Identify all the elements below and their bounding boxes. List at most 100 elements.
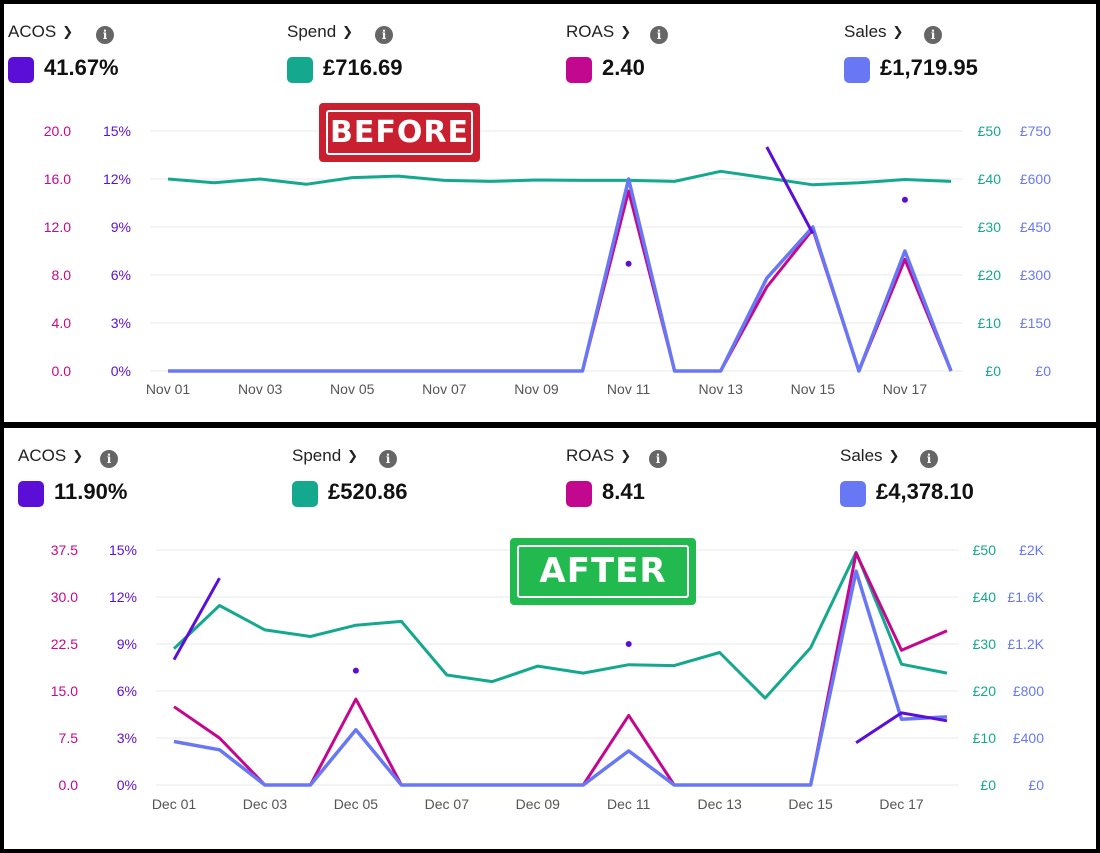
x-axis-tick-label: Dec 11	[607, 796, 651, 812]
chevron-down-icon[interactable]: ❯	[62, 24, 74, 39]
chevron-down-icon[interactable]: ❯	[620, 448, 632, 463]
metric-value-sales: £4,378.10	[876, 479, 974, 504]
sales-color-swatch[interactable]	[840, 481, 866, 507]
spend-axis-tick-label: £40	[973, 589, 997, 605]
roas-series-line	[168, 189, 953, 373]
roas-axis-tick-label: 7.5	[59, 730, 79, 746]
info-icon[interactable]: i	[100, 450, 118, 468]
sales-axis-tick-label: £150	[1020, 315, 1051, 331]
metric-label-spend[interactable]: Spend ❯	[287, 22, 354, 41]
info-icon[interactable]: i	[96, 26, 114, 44]
metric-label-roas[interactable]: ROAS ❯	[566, 446, 632, 465]
acos-color-swatch[interactable]	[18, 481, 44, 507]
x-axis-tick-label: Nov 01	[146, 381, 191, 397]
sales-axis-tick-label: £800	[1013, 683, 1044, 699]
x-axis-tick-label: Dec 05	[334, 796, 379, 812]
acos-axis-tick-label: 12%	[103, 171, 131, 187]
metric-label-acos[interactable]: ACOS ❯	[18, 446, 84, 465]
acos-color-swatch[interactable]	[8, 57, 34, 83]
roas-axis-tick-label: 8.0	[52, 267, 72, 283]
info-icon[interactable]: i	[924, 26, 942, 44]
sales-color-swatch[interactable]	[844, 57, 870, 83]
roas-axis-tick-label: 37.5	[51, 542, 78, 558]
metric-value-sales: £1,719.95	[880, 55, 978, 80]
acos-data-point	[625, 641, 632, 647]
spend-axis-tick-label: £20	[973, 683, 997, 699]
acos-series-line	[172, 577, 221, 661]
before-stamp: BEFORE	[319, 103, 480, 162]
chevron-down-icon[interactable]: ❯	[620, 24, 632, 39]
spend-color-swatch[interactable]	[292, 481, 318, 507]
roas-color-swatch[interactable]	[566, 481, 592, 507]
x-axis-tick-label: Nov 07	[422, 381, 467, 397]
chevron-down-icon[interactable]: ❯	[347, 448, 359, 463]
spend-axis-tick-label: £30	[973, 636, 997, 652]
chevron-down-icon[interactable]: ❯	[342, 24, 354, 39]
chevron-down-icon[interactable]: ❯	[72, 448, 84, 463]
sales-axis-tick-label: £450	[1020, 219, 1051, 235]
sales-axis-tick-label: £400	[1013, 730, 1044, 746]
roas-axis-tick-label: 16.0	[44, 171, 71, 187]
x-axis-tick-label: Dec 15	[788, 796, 833, 812]
x-axis-tick-label: Dec 17	[879, 796, 924, 812]
roas-axis-tick-label: 12.0	[44, 219, 71, 235]
info-icon[interactable]: i	[379, 450, 397, 468]
chevron-down-icon[interactable]: ❯	[888, 448, 900, 463]
chevron-down-icon[interactable]: ❯	[892, 24, 904, 39]
spend-series-line	[167, 169, 952, 187]
sales-axis-tick-label: £1.2K	[1007, 636, 1044, 652]
roas-axis-tick-label: 22.5	[51, 636, 78, 652]
metric-label-sales[interactable]: Sales ❯	[840, 446, 900, 465]
x-axis-tick-label: Nov 03	[238, 381, 283, 397]
acos-axis-tick-label: 6%	[117, 683, 137, 699]
metric-value-roas: 2.40	[602, 55, 645, 80]
roas-axis-tick-label: 30.0	[51, 589, 78, 605]
sales-axis-tick-label: £300	[1020, 267, 1051, 283]
sales-series-line	[173, 569, 948, 787]
spend-axis-tick-label: £20	[978, 267, 1002, 283]
metric-value-spend: £520.86	[328, 479, 408, 504]
acos-axis-tick-label: 15%	[109, 542, 137, 558]
metric-label-spend[interactable]: Spend ❯	[292, 446, 359, 465]
before-chart: 20.0 16.0 12.0 8.0 4.0 0.0 15% 12% 9% 6% 3% 0% £50 £4…	[44, 123, 1051, 397]
spend-axis-tick-label: £10	[978, 315, 1002, 331]
metric-label-sales[interactable]: Sales ❯	[844, 22, 904, 41]
after-stamp: AFTER	[510, 538, 696, 605]
metric-value-acos: 41.67%	[44, 55, 119, 80]
x-axis-tick-label: Dec 07	[425, 796, 470, 812]
acos-axis-tick-label: 9%	[111, 219, 131, 235]
after-chart: 37.5 30.0 22.5 15.0 7.5 0.0 15% 12% 9% 6% 3% 0% £50 £…	[51, 542, 1045, 812]
info-icon[interactable]: i	[375, 26, 393, 44]
acos-axis-tick-label: 6%	[111, 267, 131, 283]
spend-axis-tick-label: £30	[978, 219, 1002, 235]
x-axis-tick-label: Nov 17	[883, 381, 928, 397]
spend-color-swatch[interactable]	[287, 57, 313, 83]
x-axis-tick-label: Nov 09	[514, 381, 559, 397]
acos-axis-tick-label: 0%	[117, 777, 137, 793]
info-icon[interactable]: i	[920, 450, 938, 468]
acos-axis-tick-label: 3%	[117, 730, 137, 746]
x-axis-tick-label: Dec 13	[697, 796, 742, 812]
acos-data-point	[625, 260, 632, 267]
sales-series-line	[168, 177, 953, 373]
info-icon[interactable]: i	[650, 26, 668, 44]
sales-axis-tick-label: £750	[1020, 123, 1051, 139]
spend-axis-tick-label: £50	[978, 123, 1002, 139]
info-icon[interactable]: i	[649, 450, 667, 468]
acos-data-point	[901, 196, 908, 203]
sales-axis-tick-label: £600	[1020, 171, 1051, 187]
roas-color-swatch[interactable]	[566, 57, 592, 83]
roas-axis-tick-label: 0.0	[52, 363, 72, 379]
metric-label-roas[interactable]: ROAS ❯	[566, 22, 632, 41]
roas-axis-tick-label: 0.0	[59, 777, 79, 793]
x-axis-tick-label: Nov 15	[791, 381, 836, 397]
acos-axis-tick-label: 15%	[103, 123, 131, 139]
acos-axis-tick-label: 9%	[117, 636, 137, 652]
metric-label-acos[interactable]: ACOS ❯	[8, 22, 74, 41]
after-panel: ACOS ❯ i 11.90% Spend ❯ i £520.86 ROAS ❯ i …	[4, 428, 1096, 849]
spend-axis-tick-label: £50	[973, 542, 997, 558]
acos-axis-tick-label: 3%	[111, 315, 131, 331]
spend-axis-tick-label: £40	[978, 171, 1002, 187]
x-axis-tick-label: Nov 11	[607, 381, 651, 397]
sales-axis-tick-label: £0	[1028, 777, 1044, 793]
